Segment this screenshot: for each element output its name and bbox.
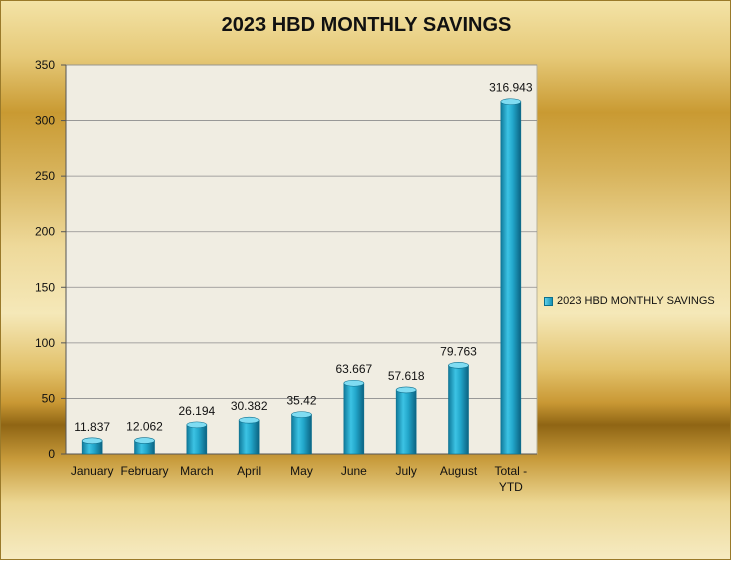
bar (343, 382, 365, 455)
data-label: 12.062 (126, 420, 163, 434)
x-tick-label: February (120, 464, 168, 478)
data-label: 79.763 (440, 344, 477, 358)
bar-top (291, 411, 312, 418)
bar-top (186, 421, 208, 429)
data-label: 11.837 (74, 420, 110, 434)
x-tick-label: May (290, 464, 313, 478)
data-label: 57.618 (388, 369, 425, 383)
bar-top (343, 379, 365, 387)
y-tick-label: 200 (35, 225, 55, 239)
y-tick-label: 250 (35, 169, 55, 183)
y-tick-label: 100 (35, 336, 55, 350)
bar (448, 365, 469, 455)
data-label: 30.382 (231, 399, 268, 413)
plot-area: 0 50 100 150 200 250 300 350 11.837 January 12.062… (35, 58, 538, 494)
y-tick-label: 350 (35, 58, 55, 72)
x-tick-label: March (180, 464, 213, 478)
bar (186, 424, 208, 455)
legend-swatch (544, 296, 553, 306)
legend-label: 2023 HBD MONTHLY SAVINGS (557, 295, 715, 307)
bar (500, 101, 522, 455)
y-tick-label: 150 (35, 280, 55, 294)
bar (291, 414, 312, 455)
data-label: 63.667 (335, 362, 372, 376)
bar-top (238, 416, 260, 424)
bar-top (81, 437, 103, 445)
x-tick-label: July (395, 464, 416, 478)
bar (395, 389, 417, 455)
x-tick-label: April (237, 464, 261, 478)
chart-title: 2023 HBD MONTHLY SAVINGS (221, 14, 512, 36)
x-tick-label: June (341, 464, 367, 478)
legend: 2023 HBD MONTHLY SAVINGS (544, 295, 715, 307)
x-tick-label: August (440, 464, 478, 478)
y-tick-label: 0 (48, 447, 55, 461)
data-label: 26.194 (178, 404, 215, 418)
bar-top (134, 437, 155, 444)
y-tick-label: 50 (42, 391, 56, 405)
data-label: 35.42 (286, 394, 316, 408)
bar-top (448, 362, 469, 369)
x-tick-label: January (71, 464, 114, 478)
x-tick-label: YTD (499, 480, 523, 494)
data-label: 316.943 (489, 81, 533, 95)
bar-top (500, 98, 522, 106)
bar (238, 419, 260, 455)
bar-top (395, 386, 417, 394)
y-tick-label: 300 (35, 114, 55, 128)
x-tick-label: Total - (494, 464, 527, 478)
